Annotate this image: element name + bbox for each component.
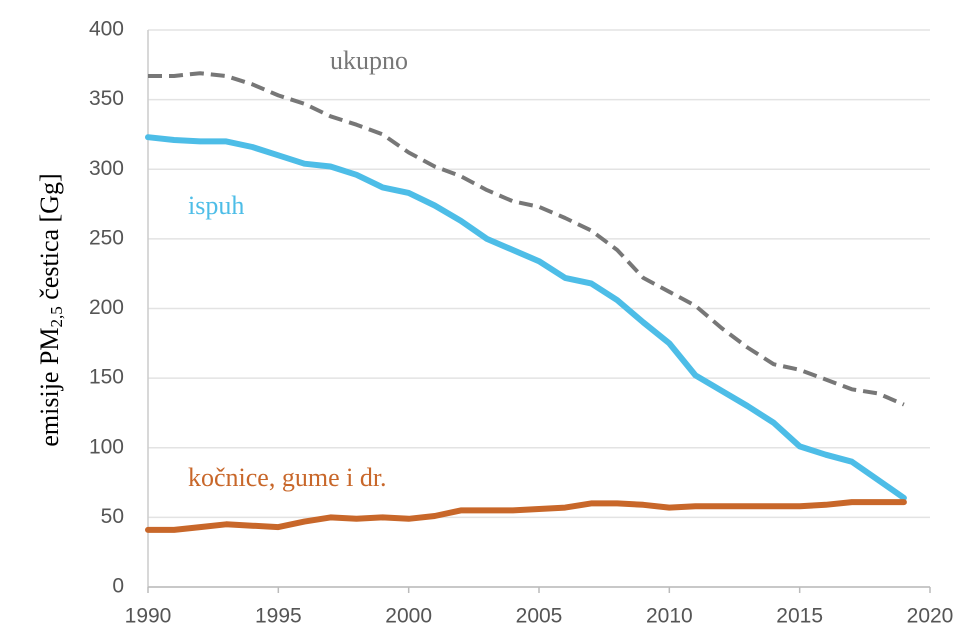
- y-tick-label: 200: [89, 296, 124, 319]
- series-line: [145, 499, 907, 533]
- y-tick-label: 50: [101, 505, 124, 528]
- y-tick-label: 150: [89, 366, 124, 389]
- x-tick-label: 2000: [385, 605, 432, 628]
- series-label: ukupno: [330, 46, 408, 75]
- y-axis-label: emisije PM2,5 čestica [Gg]: [35, 173, 66, 446]
- y-tick-label: 400: [89, 18, 124, 41]
- y-tick-label: 0: [112, 575, 124, 598]
- y-tick-label: 100: [89, 435, 124, 458]
- y-tick-label: 350: [89, 87, 124, 110]
- y-tick-label: 300: [89, 157, 124, 180]
- x-tick-label: 1990: [125, 605, 172, 628]
- series-label: ispuh: [188, 191, 244, 220]
- x-tick-label: 2005: [516, 605, 563, 628]
- series-line: [145, 134, 907, 501]
- y-tick-label: 250: [89, 226, 124, 249]
- x-tick-label: 2010: [646, 605, 693, 628]
- y-label-text: emisije PM: [35, 327, 64, 446]
- y-label-subscript: 2,5: [47, 306, 66, 327]
- x-tick-label: 2015: [776, 605, 823, 628]
- series-label: kočnice, gume i dr.: [188, 463, 387, 492]
- x-tick-label: 2020: [907, 605, 954, 628]
- series-line: [148, 71, 905, 407]
- x-tick-label: 1995: [255, 605, 302, 628]
- y-label-suffix: čestica [Gg]: [35, 173, 64, 306]
